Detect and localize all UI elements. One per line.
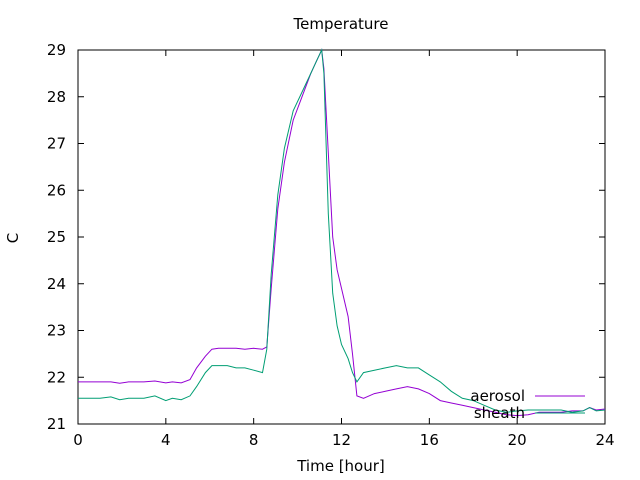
y-tick-label: 27 (47, 135, 66, 153)
x-tick-label: 12 (332, 431, 351, 449)
x-tick-label: 24 (595, 431, 614, 449)
x-tick-label: 20 (508, 431, 527, 449)
x-axis-label: Time [hour] (296, 457, 385, 475)
x-tick-label: 16 (420, 431, 439, 449)
x-tick-label: 0 (73, 431, 83, 449)
y-tick-label: 22 (47, 368, 66, 386)
y-tick-label: 25 (47, 228, 66, 246)
legend-label-aerosol: aerosol (470, 387, 525, 405)
y-tick-label: 26 (47, 181, 66, 199)
series-layer (78, 48, 606, 417)
y-axis-label: C (4, 233, 22, 243)
plot-area-frame (77, 49, 606, 425)
y-tick-label: 21 (47, 415, 66, 433)
y-tick-label: 28 (47, 88, 66, 106)
x-tick-label: 4 (161, 431, 171, 449)
chart-title: Temperature (292, 15, 388, 33)
x-tick-label: 8 (249, 431, 259, 449)
series-line-sheath (78, 48, 606, 413)
y-tick-label: 24 (47, 275, 66, 293)
series-line-aerosol (78, 48, 606, 417)
y-tick-label: 23 (47, 322, 66, 340)
axis-ticks: 0 4 8 12 16 20 24 21 22 23 24 25 26 27 28 29 (47, 41, 615, 449)
legend-label-sheath: sheath (474, 404, 525, 422)
y-tick-label: 29 (47, 41, 66, 59)
